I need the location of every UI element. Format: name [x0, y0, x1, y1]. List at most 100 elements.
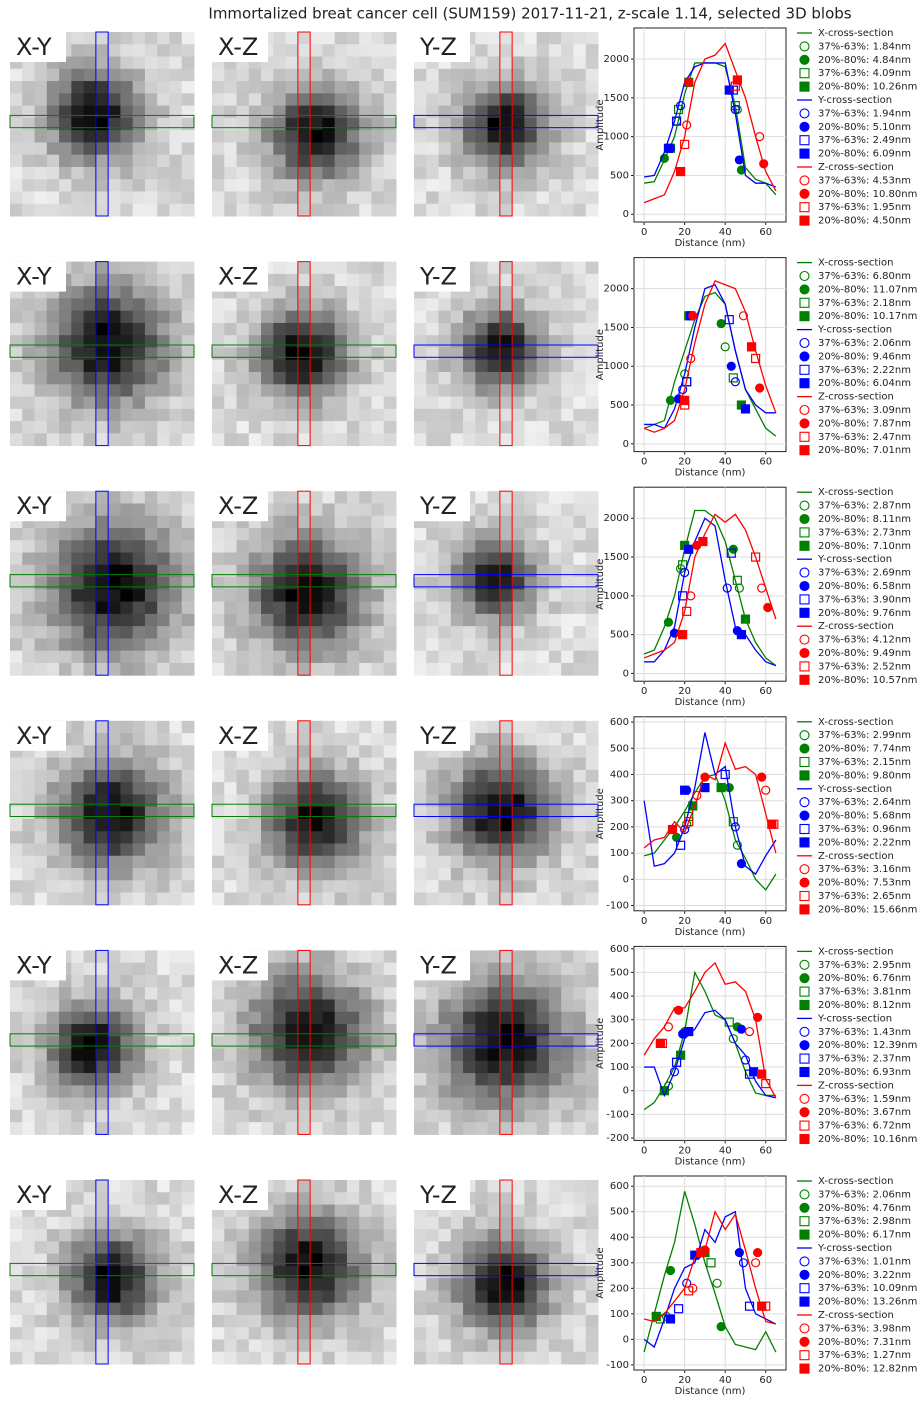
- image-pixel: [549, 638, 562, 651]
- image-pixel: [488, 577, 501, 590]
- image-pixel: [120, 843, 133, 856]
- x-tick-label: 40: [719, 1145, 732, 1156]
- image-pixel: [298, 1352, 311, 1365]
- image-pixel: [463, 1122, 476, 1135]
- image-pixel: [384, 721, 397, 734]
- image-pixel: [414, 1217, 427, 1230]
- image-pixel: [108, 831, 121, 844]
- image-pixel: [414, 118, 427, 131]
- image-pixel: [169, 1110, 182, 1123]
- image-pixel: [371, 602, 384, 615]
- image-pixel: [84, 503, 97, 516]
- image-pixel: [157, 807, 170, 820]
- image-pixel: [426, 335, 439, 348]
- image-pixel: [451, 1110, 464, 1123]
- image-pixel: [371, 831, 384, 844]
- image-pixel: [573, 69, 586, 82]
- image-pixel: [488, 733, 501, 746]
- y-axis-label: Amplitude: [595, 559, 606, 610]
- image-pixel: [335, 553, 348, 566]
- image-pixel: [145, 831, 158, 844]
- image-pixel: [322, 540, 335, 553]
- image-pixel: [573, 1352, 586, 1365]
- marker: [735, 156, 743, 164]
- image-pixel: [10, 155, 23, 168]
- image-pixel: [475, 614, 488, 627]
- image-pixel: [224, 298, 237, 311]
- image-pixel: [549, 987, 562, 1000]
- image-pixel: [371, 1278, 384, 1291]
- image-pixel: [71, 1024, 84, 1037]
- image-pixel: [359, 397, 372, 410]
- legend-label: 37%-63%: 1.27nm: [818, 1350, 911, 1361]
- image-pixel: [273, 433, 286, 446]
- image-pixel: [524, 893, 537, 906]
- image-pixel: [537, 614, 550, 627]
- image-pixel: [488, 1290, 501, 1303]
- image-pixel: [120, 298, 133, 311]
- image-pixel: [426, 1327, 439, 1340]
- image-pixel: [414, 155, 427, 168]
- image-pixel: [84, 1085, 97, 1098]
- image-pixel: [249, 638, 262, 651]
- image-pixel: [573, 553, 586, 566]
- image-pixel: [133, 577, 146, 590]
- image-pixel: [22, 409, 35, 422]
- image-pixel: [573, 1098, 586, 1111]
- image-pixel: [500, 347, 513, 360]
- image-pixel: [586, 1098, 599, 1111]
- image-pixel: [224, 93, 237, 106]
- image-pixel: [359, 651, 372, 664]
- image-pixel: [96, 626, 109, 639]
- image-pixel: [512, 167, 525, 180]
- image-pixel: [310, 397, 323, 410]
- image-pixel: [84, 651, 97, 664]
- image-pixel: [182, 589, 195, 602]
- image-pixel: [512, 179, 525, 192]
- y-tick-label: 1500: [604, 322, 629, 333]
- image-pixel: [71, 44, 84, 57]
- image-pixel: [237, 1049, 250, 1062]
- image-pixel: [35, 880, 48, 893]
- image-pixel: [120, 745, 133, 758]
- image-pixel: [439, 528, 452, 541]
- image-pixel: [347, 553, 360, 566]
- image-pixel: [71, 1352, 84, 1365]
- image-pixel: [71, 1036, 84, 1049]
- image-pixel: [463, 1303, 476, 1316]
- image-pixel: [335, 81, 348, 94]
- image-pixel: [157, 1122, 170, 1135]
- image-pixel: [500, 868, 513, 881]
- image-pixel: [133, 733, 146, 746]
- image-pixel: [182, 503, 195, 516]
- image-pixel: [71, 503, 84, 516]
- image-pixel: [10, 409, 23, 422]
- image-pixel: [549, 503, 562, 516]
- image-pixel: [537, 565, 550, 578]
- image-pixel: [59, 999, 72, 1012]
- image-pixel: [573, 503, 586, 516]
- image-pixel: [182, 868, 195, 881]
- image-pixel: [71, 1339, 84, 1352]
- image-pixel: [549, 614, 562, 627]
- image-pixel: [169, 1339, 182, 1352]
- image-pixel: [237, 819, 250, 832]
- image-pixel: [169, 360, 182, 373]
- image-pixel: [414, 614, 427, 627]
- y-tick-label: 500: [610, 170, 629, 181]
- image-pixel: [463, 1278, 476, 1291]
- image-pixel: [273, 1254, 286, 1267]
- image-pixel: [488, 1049, 501, 1062]
- image-pixel: [322, 1012, 335, 1025]
- image-pixel: [182, 1278, 195, 1291]
- image-pixel: [335, 191, 348, 204]
- image-pixel: [84, 1266, 97, 1279]
- image-pixel: [71, 1241, 84, 1254]
- image-pixel: [261, 106, 274, 119]
- image-pixel: [586, 1217, 599, 1230]
- image-pixel: [475, 1012, 488, 1025]
- image-pixel: [59, 663, 72, 676]
- image-pixel: [212, 528, 225, 541]
- image-pixel: [475, 1073, 488, 1086]
- image-pixel: [108, 663, 121, 676]
